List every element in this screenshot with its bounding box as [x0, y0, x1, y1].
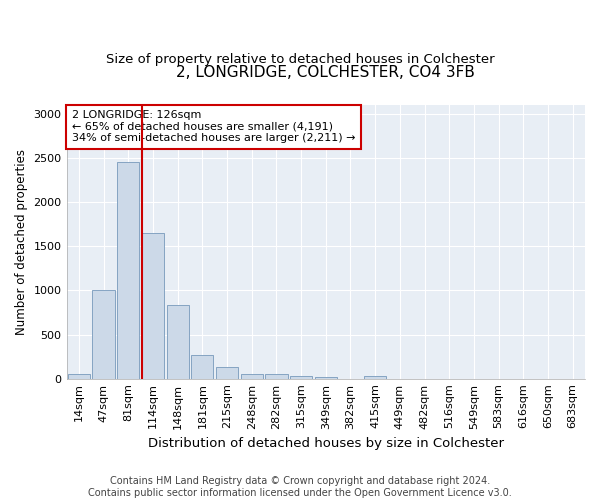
- Text: 2 LONGRIDGE: 126sqm
← 65% of detached houses are smaller (4,191)
34% of semi-det: 2 LONGRIDGE: 126sqm ← 65% of detached ho…: [72, 110, 355, 144]
- Bar: [167, 306, 189, 378]
- Bar: [364, 376, 386, 378]
- Bar: [68, 374, 90, 378]
- Bar: [241, 374, 263, 378]
- Bar: [290, 376, 312, 378]
- Text: Contains HM Land Registry data © Crown copyright and database right 2024.
Contai: Contains HM Land Registry data © Crown c…: [88, 476, 512, 498]
- Text: Size of property relative to detached houses in Colchester: Size of property relative to detached ho…: [106, 52, 494, 66]
- Bar: [117, 162, 139, 378]
- Bar: [142, 233, 164, 378]
- Bar: [216, 367, 238, 378]
- Y-axis label: Number of detached properties: Number of detached properties: [15, 148, 28, 334]
- X-axis label: Distribution of detached houses by size in Colchester: Distribution of detached houses by size …: [148, 437, 504, 450]
- Bar: [314, 377, 337, 378]
- Title: 2, LONGRIDGE, COLCHESTER, CO4 3FB: 2, LONGRIDGE, COLCHESTER, CO4 3FB: [176, 65, 475, 80]
- Bar: [265, 374, 287, 378]
- Bar: [191, 355, 214, 378]
- Bar: [92, 290, 115, 378]
